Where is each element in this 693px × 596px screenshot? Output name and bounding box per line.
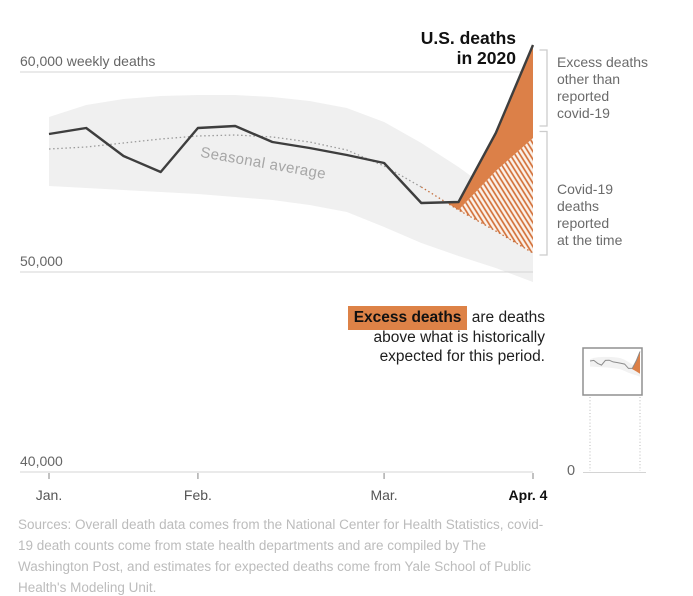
chart-title-line2: in 2020 (456, 48, 516, 68)
x-axis-label-jan: Jan. (35, 487, 63, 503)
chart-title-line1: U.S. deaths (420, 28, 516, 48)
seasonal-average-dotted-line (48, 134, 422, 188)
excess-deaths-note: Excess deaths are deaths above what is h… (347, 306, 545, 367)
seasonal-average-extension-dotted-orange (420, 186, 534, 254)
label-line: other than (557, 71, 621, 87)
mini-context-chart (582, 347, 646, 473)
x-axis-ticks (48, 473, 534, 479)
label-line: at the time (557, 232, 623, 248)
note-line1-rest: are deaths (467, 309, 545, 326)
excess-deaths-solid-area (446, 45, 533, 210)
y-axis-label-60000: 60,000 weekly deaths (20, 53, 156, 69)
covid-deaths-hatched-area (446, 138, 533, 253)
sources-line: Health's Modeling Unit. (18, 580, 157, 595)
x-axis-label-mar: Mar. (370, 487, 398, 503)
label-covid-reported: Covid-19 deaths reported at the time (557, 181, 622, 249)
note-line3: expected for this period. (379, 348, 545, 365)
note-line2: above what is historically (373, 328, 545, 346)
bracket-covid-reported (539, 130, 548, 256)
sources-line: 19 death counts come from state health d… (18, 538, 487, 553)
bracket-excess-other (539, 49, 548, 127)
sources-line: Sources: Overall death data comes from t… (18, 517, 544, 532)
y-axis-label-50000: 50,000 (20, 253, 63, 269)
y-axis-label-40000: 40,000 (20, 453, 63, 469)
mini-zero-label: 0 (567, 463, 576, 479)
label-line: Covid-19 (557, 181, 614, 197)
x-axis-label-apr4: Apr. 4 (508, 487, 548, 503)
label-line: reported (557, 88, 610, 104)
sources-text: Sources: Overall death data comes from t… (18, 514, 543, 596)
x-axis-label-feb: Feb. (183, 487, 212, 503)
y-gridlines (20, 71, 533, 473)
label-line: Excess deaths (557, 54, 649, 70)
label-excess-other-than-covid: Excess deaths other than reported covid-… (557, 54, 648, 122)
actual-deaths-line (48, 44, 535, 205)
expected-range-band (49, 95, 533, 282)
mini-expected-range-band (590, 356, 640, 377)
note-line1: Excess deaths are deaths (347, 306, 545, 330)
mini-actual-line (589, 351, 641, 369)
label-line: deaths (557, 198, 600, 214)
chart-title: U.S. deaths in 2020 (421, 28, 516, 68)
label-line: reported (557, 215, 610, 231)
excess-deaths-highlight: Excess deaths (347, 306, 468, 330)
sources-line: Washington Post, and estimates for expec… (18, 559, 532, 574)
label-line: covid-19 (557, 105, 610, 121)
